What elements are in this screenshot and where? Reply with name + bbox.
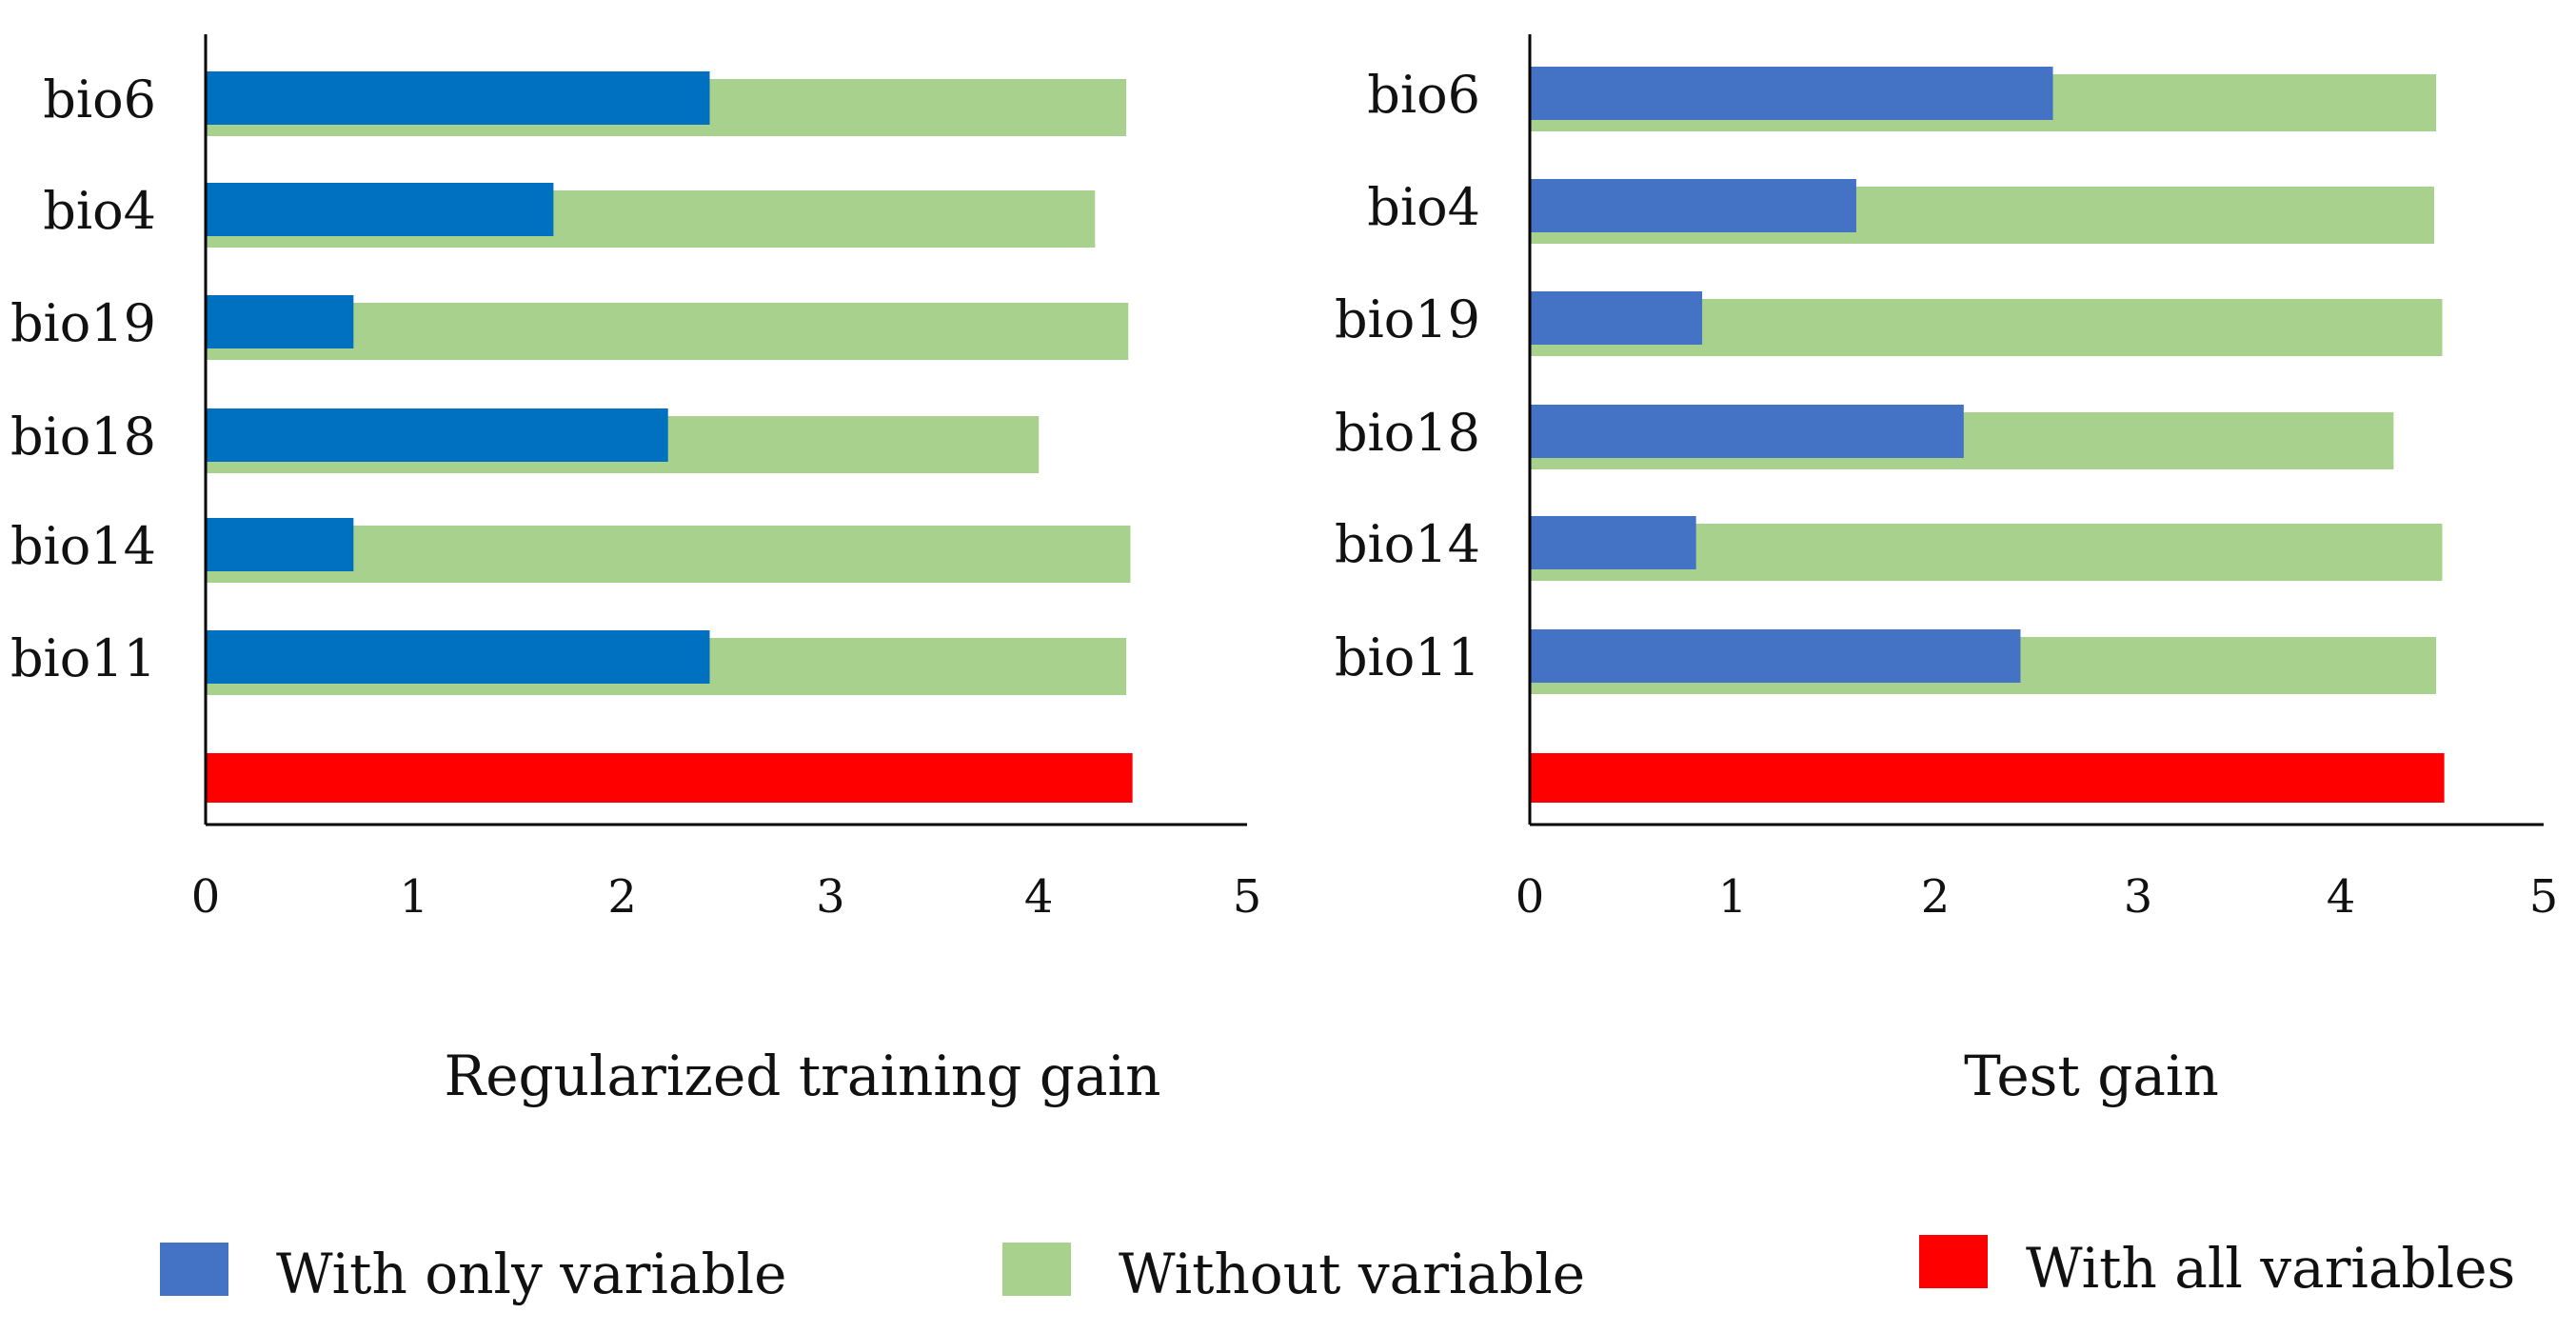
x-tick-label-2: 2 — [607, 870, 637, 924]
x-tick-label-3: 3 — [2124, 870, 2153, 924]
x-tick-label-5: 5 — [1233, 870, 1262, 924]
legend-swatch-with-all-variables — [1919, 1235, 1988, 1288]
bar-with-only-variable-bio18 — [1530, 405, 1964, 458]
category-label-bio19: bio19 — [10, 293, 156, 353]
bar-with-only-variable-bio11 — [206, 630, 710, 684]
bar-with-all-variables — [1530, 753, 2445, 803]
bar-with-only-variable-bio19 — [1530, 291, 1703, 345]
category-label-bio11: bio11 — [10, 628, 156, 688]
x-tick-label-0: 0 — [1516, 870, 1545, 924]
category-label-bio18: bio18 — [1335, 403, 1480, 463]
category-label-bio14: bio14 — [1335, 514, 1480, 574]
bar-with-only-variable-bio4 — [206, 183, 554, 236]
category-label-bio11: bio11 — [1335, 627, 1480, 687]
bar-without-variable-bio19 — [206, 303, 1129, 360]
legend-label-without-variable: Without variable — [1119, 1242, 1585, 1306]
bar-without-variable-bio14 — [206, 526, 1131, 583]
category-label-bio4: bio4 — [1367, 177, 1480, 237]
x-tick-label-3: 3 — [816, 870, 845, 924]
legend-swatch-with-only-variable — [160, 1243, 228, 1296]
x-tick-label-5: 5 — [2529, 870, 2559, 924]
bar-with-only-variable-bio4 — [1530, 179, 1856, 232]
legend-label-with-only-variable: With only variable — [276, 1242, 786, 1306]
x-tick-label-4: 4 — [1024, 870, 1054, 924]
bar-with-only-variable-bio14 — [1530, 516, 1696, 569]
x-tick-label-1: 1 — [400, 870, 429, 924]
bar-with-only-variable-bio18 — [206, 408, 668, 462]
category-label-bio19: bio19 — [1335, 289, 1480, 349]
panel-test-gain: bio6 bio4 bio19 bio18 bio14 bio11 0 1 2 3 4 5 Test g… — [1335, 34, 2558, 1108]
legend-swatch-without-variable — [1002, 1243, 1071, 1296]
x-tick-label-0: 0 — [191, 870, 221, 924]
bar-with-only-variable-bio19 — [206, 295, 354, 348]
category-label-bio4: bio4 — [43, 181, 156, 241]
x-axis-label: Regularized training gain — [445, 1044, 1161, 1108]
bar-with-only-variable-bio14 — [206, 518, 354, 571]
legend: With only variable Without variable With… — [160, 1235, 2515, 1306]
category-label-bio14: bio14 — [10, 516, 156, 576]
bar-with-only-variable-bio6 — [206, 71, 710, 125]
legend-label-with-all-variables: With all variables — [2026, 1236, 2515, 1301]
category-label-bio6: bio6 — [1367, 65, 1480, 125]
bar-with-only-variable-bio11 — [1530, 629, 2021, 683]
bar-with-all-variables — [206, 753, 1133, 803]
category-label-bio18: bio18 — [10, 407, 156, 467]
x-tick-label-4: 4 — [2327, 870, 2356, 924]
bar-with-only-variable-bio6 — [1530, 67, 2053, 120]
category-label-bio6: bio6 — [43, 70, 156, 129]
x-tick-label-2: 2 — [1921, 870, 1951, 924]
x-tick-label-1: 1 — [1718, 870, 1748, 924]
x-axis-label: Test gain — [1964, 1044, 2219, 1108]
panel-regularized-training-gain: bio6 bio4 bio19 bio18 bio14 bio11 0 1 2 3 4 5 Regula… — [10, 34, 1261, 1108]
